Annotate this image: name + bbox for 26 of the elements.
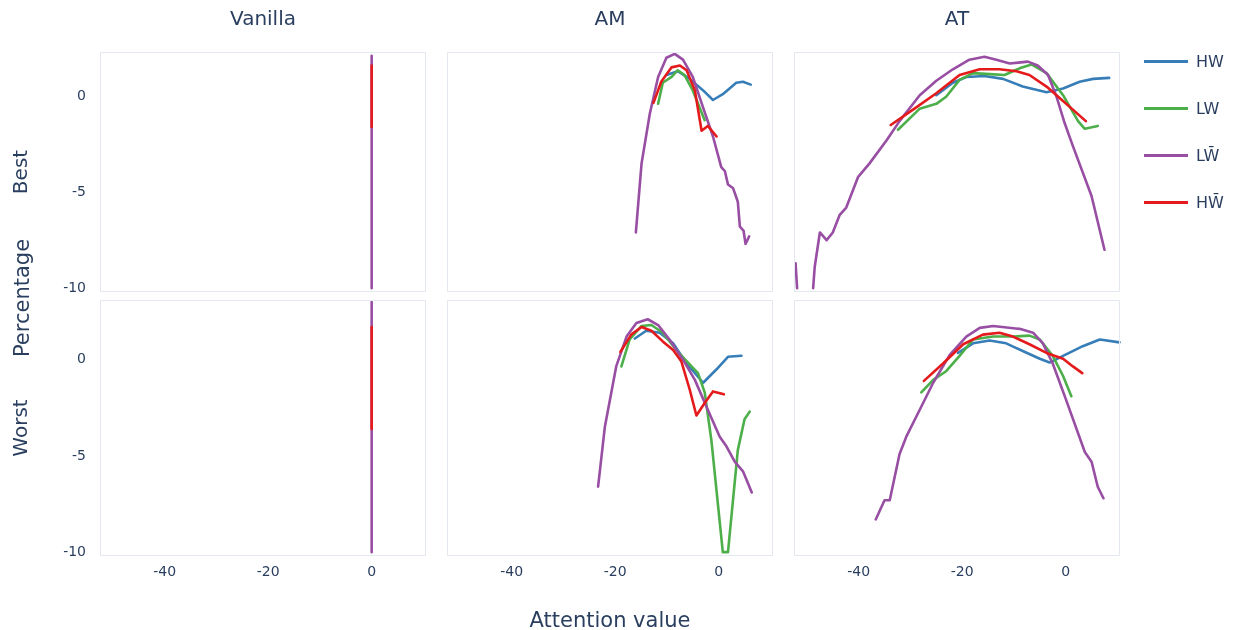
x-tick-label: -40 (500, 563, 524, 580)
y-tick-label: -5 (72, 446, 86, 463)
legend-label: LW̄ (1196, 146, 1221, 165)
legend-label: HW̄ (1196, 193, 1225, 212)
y-tick-label: -10 (63, 542, 86, 559)
x-tick-label: -40 (153, 563, 177, 580)
x-tick-label: -20 (603, 563, 627, 580)
y-tick-label: -10 (63, 278, 86, 295)
y-axis-title: Best (8, 149, 32, 195)
x-tick-label: -20 (950, 563, 974, 580)
legend-label: LW (1196, 99, 1221, 118)
x-axis-title: Attention value (529, 608, 691, 630)
legend-label: HW (1196, 52, 1225, 71)
x-tick-label: -40 (847, 563, 871, 580)
y-axis-title: Worst (8, 399, 32, 457)
x-tick-label: 0 (1061, 563, 1071, 580)
chart-title: Vanilla (230, 6, 296, 30)
x-tick-label: 0 (714, 563, 724, 580)
y-tick-label: 0 (77, 350, 86, 367)
chart-title: AM (594, 6, 626, 30)
chart-title: AT (944, 6, 970, 30)
text: Percentage (10, 238, 34, 358)
y-tick-label: -5 (72, 182, 86, 199)
x-tick-label: 0 (367, 563, 377, 580)
y-tick-label: 0 (77, 86, 86, 103)
x-tick-label: -20 (256, 563, 280, 580)
